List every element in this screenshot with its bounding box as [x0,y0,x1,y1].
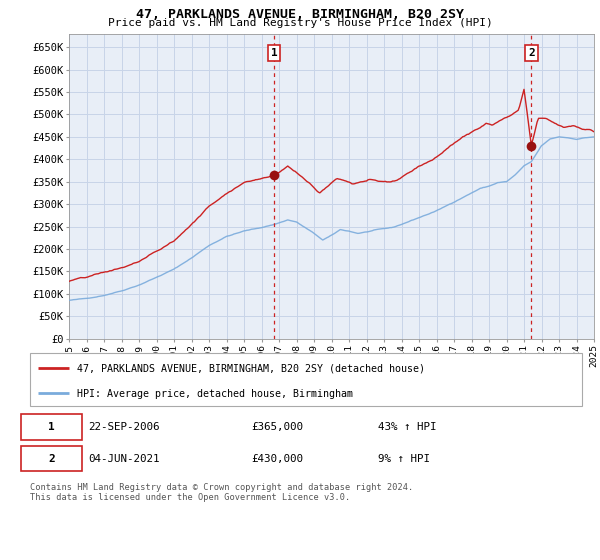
Text: Contains HM Land Registry data © Crown copyright and database right 2024.
This d: Contains HM Land Registry data © Crown c… [30,483,413,502]
Text: 1: 1 [271,48,278,58]
FancyBboxPatch shape [20,446,82,472]
Text: 47, PARKLANDS AVENUE, BIRMINGHAM, B20 2SY (detached house): 47, PARKLANDS AVENUE, BIRMINGHAM, B20 2S… [77,364,425,374]
Text: HPI: Average price, detached house, Birmingham: HPI: Average price, detached house, Birm… [77,389,353,399]
Text: 9% ↑ HPI: 9% ↑ HPI [378,454,430,464]
Text: 43% ↑ HPI: 43% ↑ HPI [378,422,436,432]
Text: 2: 2 [48,454,55,464]
Text: 04-JUN-2021: 04-JUN-2021 [88,454,160,464]
Text: 2: 2 [528,48,535,58]
FancyBboxPatch shape [20,414,82,440]
Text: 47, PARKLANDS AVENUE, BIRMINGHAM, B20 2SY: 47, PARKLANDS AVENUE, BIRMINGHAM, B20 2S… [136,8,464,21]
Text: 22-SEP-2006: 22-SEP-2006 [88,422,160,432]
Text: £365,000: £365,000 [251,422,303,432]
Text: Price paid vs. HM Land Registry's House Price Index (HPI): Price paid vs. HM Land Registry's House … [107,18,493,29]
Text: £430,000: £430,000 [251,454,303,464]
Text: 1: 1 [48,422,55,432]
